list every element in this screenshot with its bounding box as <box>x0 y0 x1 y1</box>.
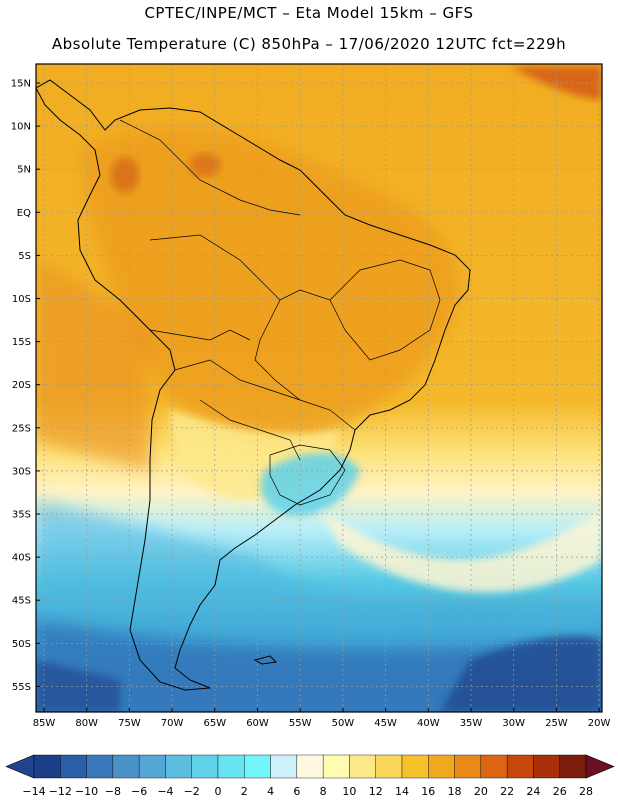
lon-label: 25W <box>545 718 568 729</box>
colorbar-bin <box>401 754 429 779</box>
colorbar-bin <box>86 754 114 779</box>
colorbar-label: 4 <box>267 785 274 798</box>
lat-label: 55S <box>12 682 31 693</box>
colorbar-label: 16 <box>421 785 435 798</box>
graticule <box>36 64 602 712</box>
lon-label: 75W <box>118 718 141 729</box>
longitude-labels: 85W 80W 75W 70W 65W 60W 55W 50W 45W 40W 35W 30W 25W 2… <box>33 708 611 729</box>
colorbar <box>5 754 615 779</box>
colorbar-bin <box>454 754 482 779</box>
lat-label: 25S <box>12 423 31 434</box>
chart-title: CPTEC/INPE/MCT – Eta Model 15km – GFS <box>144 4 474 22</box>
latitude-labels: 15N 10N 5N EQ 5S 10S 15S 20S 25S 30S 35S 40S 45S 50S 5… <box>11 79 40 693</box>
lat-label: 50S <box>12 639 31 650</box>
colorbar-bin <box>60 754 87 779</box>
colorbar-bin <box>217 754 245 779</box>
colorbar-bin <box>138 754 166 779</box>
lat-label: 20S <box>12 380 31 391</box>
colorbar-bin <box>296 754 324 779</box>
lon-label: 40W <box>417 718 440 729</box>
lat-label: 35S <box>12 510 31 521</box>
lon-label: 55W <box>289 718 312 729</box>
colorbar-label: −4 <box>157 785 173 798</box>
falkland-islands <box>253 655 278 665</box>
lat-label: 40S <box>12 553 31 564</box>
colorbar-bin <box>375 754 403 779</box>
lat-label: 5N <box>17 165 31 176</box>
lat-label: 10N <box>11 122 31 133</box>
lat-label: 5S <box>18 251 31 262</box>
lon-label: 80W <box>75 718 98 729</box>
colorbar-label: 2 <box>241 785 248 798</box>
colorbar-label: 10 <box>342 785 356 798</box>
colorbar-label: −6 <box>131 785 147 798</box>
country-borders <box>119 119 441 506</box>
colorbar-bin <box>559 754 587 779</box>
chart-subtitle: Absolute Temperature (C) 850hPa – 17/06/… <box>51 35 567 53</box>
temperature-field <box>36 64 602 712</box>
lon-label: 35W <box>460 718 483 729</box>
lon-label: 60W <box>246 718 269 729</box>
colorbar-high-arrow <box>585 754 615 779</box>
colorbar-bin <box>112 754 140 779</box>
lat-label: EQ <box>17 208 31 219</box>
lon-label: 85W <box>33 718 56 729</box>
colorbar-low-arrow <box>5 754 35 779</box>
map-frame <box>35 63 603 713</box>
colorbar-bin <box>244 754 271 779</box>
colorbar-label: 20 <box>474 785 488 798</box>
colorbar-label: 8 <box>320 785 327 798</box>
colorbar-label: −8 <box>105 785 121 798</box>
colorbar-label: 0 <box>215 785 222 798</box>
lat-label: 15N <box>11 79 31 90</box>
lon-label: 20W <box>588 718 611 729</box>
colorbar-bin <box>480 754 508 779</box>
lat-label: 45S <box>12 596 31 607</box>
colorbar-label: 28 <box>579 785 593 798</box>
colorbar-bin <box>322 754 350 779</box>
lon-label: 30W <box>502 718 525 729</box>
colorbar-bin <box>270 754 298 779</box>
colorbar-label: −14 <box>22 785 45 798</box>
colorbar-bin <box>428 754 455 779</box>
colorbar-label: 26 <box>553 785 567 798</box>
lat-label: 15S <box>12 337 31 348</box>
colorbar-label: 24 <box>526 785 540 798</box>
lon-label: 65W <box>203 718 226 729</box>
colorbar-label: −2 <box>184 785 200 798</box>
lon-label: 50W <box>332 718 355 729</box>
colorbar-bin <box>506 754 534 779</box>
colorbar-label: −12 <box>49 785 72 798</box>
colorbar-bin <box>349 754 376 779</box>
colorbar-bin <box>191 754 219 779</box>
colorbar-label: 18 <box>448 785 462 798</box>
colorbar-label: 22 <box>500 785 514 798</box>
colorbar-label: −10 <box>75 785 98 798</box>
lat-label: 10S <box>12 294 31 305</box>
colorbar-bin <box>33 754 61 779</box>
lat-label: 30S <box>12 466 31 477</box>
lon-label: 70W <box>161 718 184 729</box>
lon-label: 45W <box>374 718 397 729</box>
coastline <box>36 79 471 691</box>
colorbar-bin <box>165 754 192 779</box>
colorbar-labels: −14 −12 −10 −8 −6 −4 −2 0 2 4 6 8 10 12 14 16 18 20 22 24 26… <box>22 785 593 798</box>
colorbar-label: 12 <box>369 785 383 798</box>
colorbar-label: 6 <box>293 785 300 798</box>
colorbar-label: 14 <box>395 785 409 798</box>
colorbar-bin <box>533 754 560 779</box>
